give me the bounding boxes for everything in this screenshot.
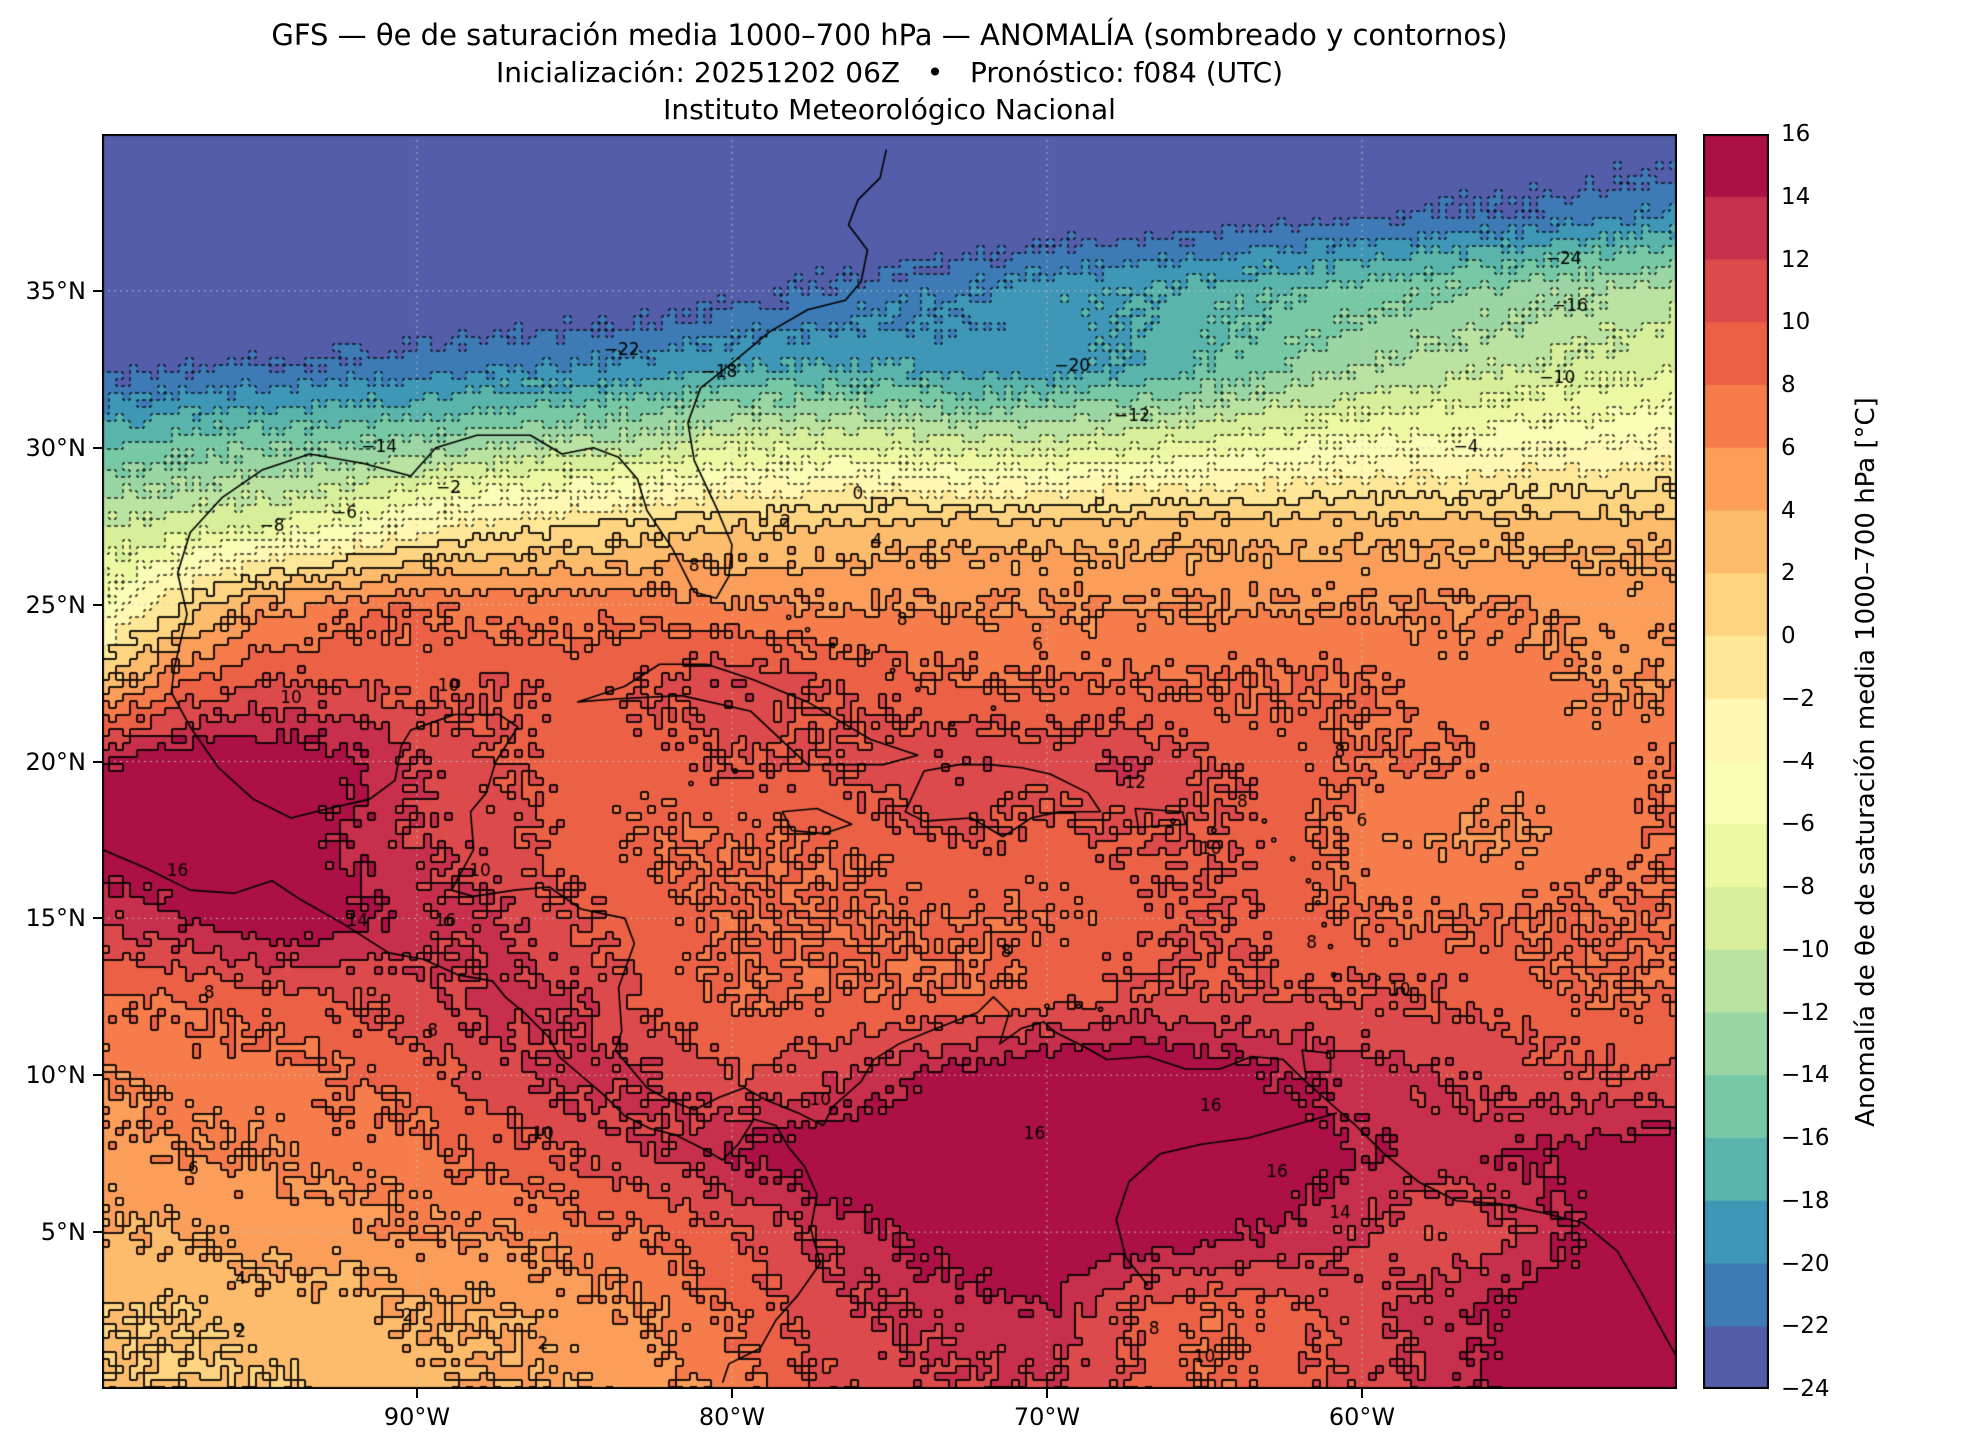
y-tick-mark	[93, 446, 102, 449]
y-tick-mark	[93, 289, 102, 292]
map-canvas	[102, 134, 1677, 1389]
y-tick-mark	[93, 917, 102, 920]
y-tick-label: 15°N	[25, 904, 87, 933]
y-tick-mark	[93, 760, 102, 763]
x-tick-label: 60°W	[1328, 1403, 1396, 1431]
y-tick-mark	[93, 1074, 102, 1077]
colorbar-label: Anomalía de θe de saturación media 1000–…	[1851, 397, 1881, 1127]
colorbar-tick-label: −12	[1781, 999, 1830, 1026]
y-tick-label: 5°N	[40, 1218, 86, 1247]
x-tick-mark	[731, 1389, 733, 1398]
colorbar-tick-label: 4	[1781, 497, 1796, 524]
colorbar-tick-label: 10	[1781, 309, 1811, 336]
colorbar-tick-label: −8	[1781, 874, 1815, 900]
colorbar-tick-label: −6	[1781, 811, 1815, 838]
colorbar-tick-label: −16	[1781, 1125, 1830, 1151]
figure-title: GFS — θe de saturación media 1000–700 hP…	[271, 18, 1508, 52]
x-tick-label: 90°W	[383, 1403, 451, 1431]
colorbar-tick-label: 2	[1781, 560, 1796, 587]
x-tick-label: 70°W	[1013, 1403, 1081, 1431]
colorbar-tick-label: −14	[1781, 1062, 1830, 1089]
y-tick-label: 25°N	[25, 590, 87, 619]
colorbar-tick-label: 8	[1781, 372, 1796, 398]
y-tick-label: 30°N	[25, 433, 87, 462]
colorbar-tick-label: −18	[1781, 1187, 1830, 1214]
colorbar-tick-label: −4	[1781, 748, 1815, 775]
y-tick-label: 20°N	[25, 747, 87, 776]
figure-header: GFS — θe de saturación media 1000–700 hP…	[102, 16, 1677, 128]
x-tick-label: 80°W	[698, 1403, 766, 1431]
x-tick-mark	[416, 1389, 418, 1398]
colorbar-tick-label: −24	[1781, 1376, 1830, 1402]
figure-subtitle: Inicialización: 20251202 06Z • Pronóstic…	[495, 56, 1284, 89]
colorbar-tick-label: −20	[1781, 1250, 1830, 1277]
y-tick-mark	[93, 603, 102, 606]
y-tick-label: 10°N	[25, 1061, 87, 1090]
colorbar-tick-label: 14	[1781, 183, 1811, 210]
y-tick-mark	[93, 1231, 102, 1234]
colorbar-tick-label: 0	[1781, 623, 1796, 649]
colorbar-tick-label: 16	[1781, 121, 1811, 147]
institution-title: Instituto Meteorológico Nacional	[663, 93, 1116, 126]
colorbar-tick-label: 6	[1781, 434, 1796, 461]
colorbar-tick-label: −2	[1781, 685, 1815, 712]
colorbar-tick-label: −22	[1781, 1313, 1830, 1340]
colorbar-tick-label: −10	[1781, 936, 1830, 963]
x-tick-mark	[1046, 1389, 1048, 1398]
colorbar-tick-label: 12	[1781, 246, 1811, 273]
x-tick-mark	[1361, 1389, 1363, 1398]
colorbar	[1703, 134, 1769, 1389]
y-tick-label: 35°N	[25, 276, 87, 305]
